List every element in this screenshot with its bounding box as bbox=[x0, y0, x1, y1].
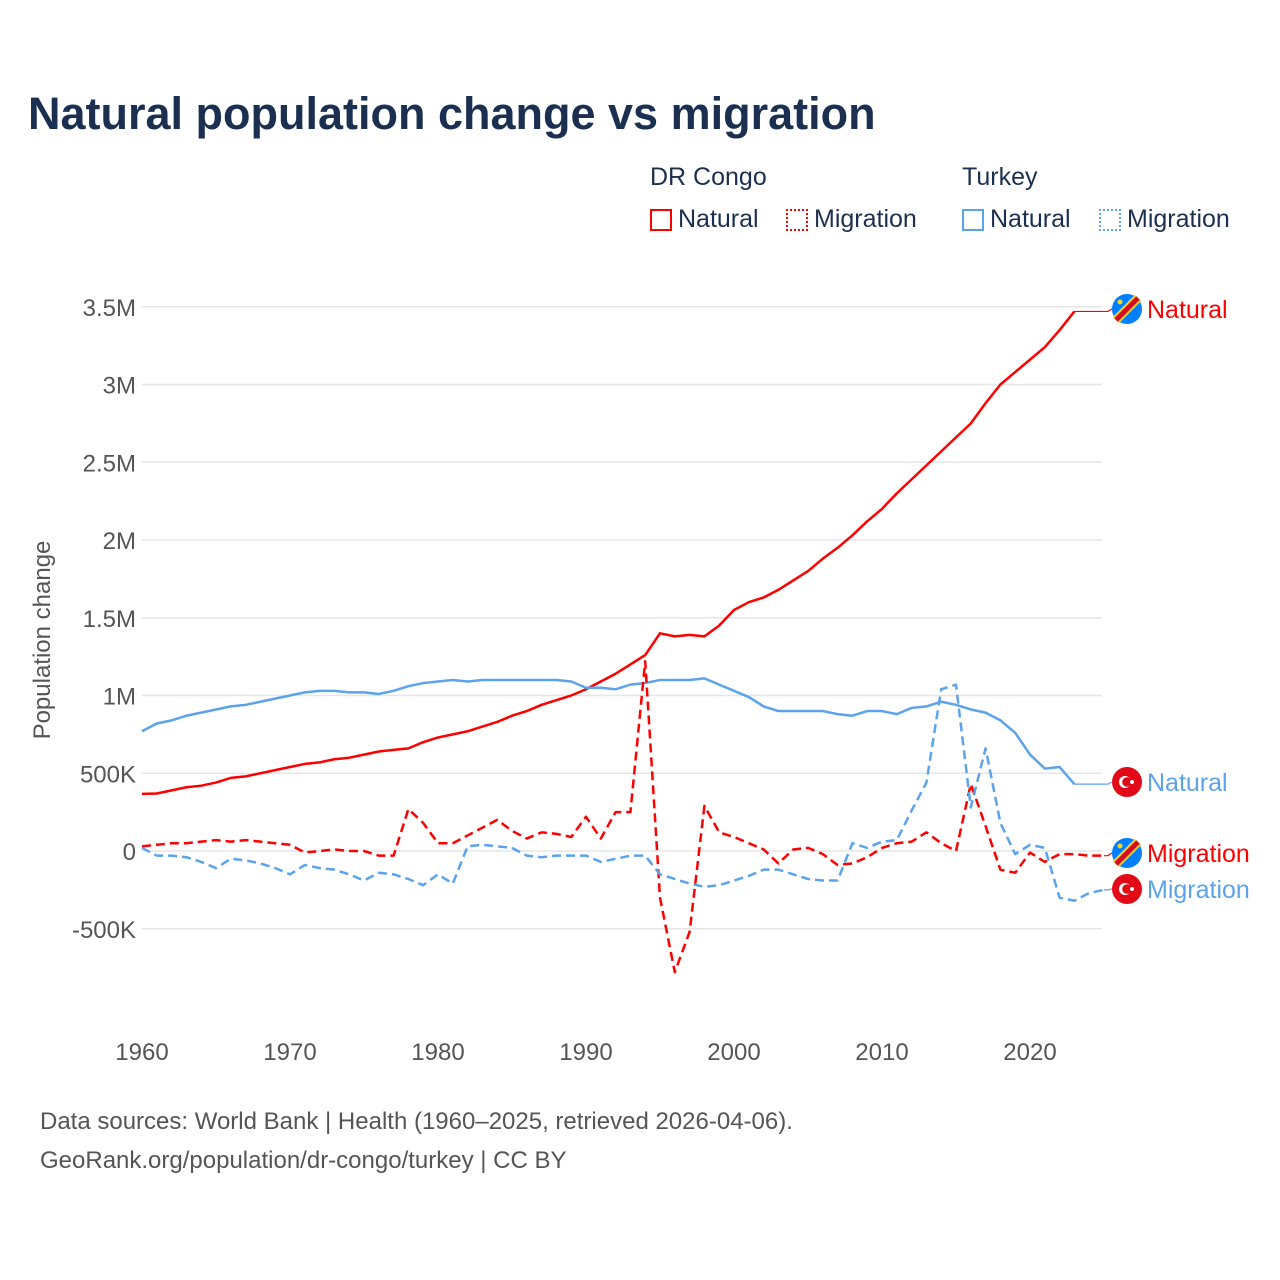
legend-item-drc-migration[interactable]: Migration bbox=[786, 205, 917, 234]
flag-star bbox=[1117, 299, 1123, 305]
y-axis-label: Population change bbox=[29, 541, 56, 740]
legend-swatch-dotted bbox=[1099, 208, 1121, 231]
y-tick-label: 500K bbox=[80, 761, 136, 788]
label-connector bbox=[1074, 308, 1113, 313]
y-tick-label: 0 bbox=[123, 839, 136, 866]
legend-swatch-dotted bbox=[786, 208, 808, 231]
flag-star bbox=[1130, 780, 1134, 784]
attribution-line: GeoRank.org/population/dr-congo/turkey |… bbox=[40, 1147, 567, 1174]
series-line-dr-congo-natural bbox=[141, 310, 1076, 796]
series-line-turkey-migration bbox=[141, 683, 1105, 903]
flag-star bbox=[1117, 843, 1123, 849]
series-line-turkey-natural bbox=[141, 677, 1076, 785]
series-end-label: Migration bbox=[1147, 840, 1250, 868]
series-end-label: Natural bbox=[1147, 296, 1228, 324]
label-connector bbox=[1104, 888, 1113, 891]
legend-label: Migration bbox=[814, 205, 917, 233]
x-tick-label: 1970 bbox=[263, 1039, 316, 1066]
legend-swatch-solid bbox=[650, 208, 672, 231]
label-connector bbox=[1074, 781, 1113, 785]
legend-group-dr-congo: DR Congo bbox=[650, 163, 767, 191]
x-tick-label: 2010 bbox=[855, 1039, 908, 1066]
y-tick-label: 1.5M bbox=[83, 606, 136, 633]
x-tick-label: 1980 bbox=[411, 1039, 464, 1066]
label-connector bbox=[1104, 852, 1113, 857]
legend-label: Migration bbox=[1127, 205, 1230, 233]
x-tick-label: 2000 bbox=[707, 1039, 760, 1066]
flag-crescent-cut bbox=[1122, 884, 1132, 894]
legend-swatch-solid bbox=[962, 208, 984, 231]
y-tick-label: 2M bbox=[103, 528, 136, 555]
legend-item-drc-natural[interactable]: Natural bbox=[650, 205, 759, 234]
flag-star bbox=[1130, 887, 1134, 891]
y-tick-label: 3M bbox=[103, 373, 136, 400]
flag-crescent-cut bbox=[1122, 777, 1132, 787]
y-tick-label: 1M bbox=[103, 684, 136, 711]
chart-title: Natural population change vs migration bbox=[28, 88, 876, 139]
source-line: Data sources: World Bank | Health (1960–… bbox=[40, 1108, 793, 1135]
x-tick-label: 2020 bbox=[1003, 1039, 1056, 1066]
y-tick-label: 2.5M bbox=[83, 450, 136, 477]
legend-item-turkey-natural[interactable]: Natural bbox=[962, 205, 1071, 234]
series-end-label: Migration bbox=[1147, 876, 1250, 904]
legend-label: Natural bbox=[990, 205, 1071, 233]
x-tick-label: 1990 bbox=[559, 1039, 612, 1066]
y-tick-label: 3.5M bbox=[83, 295, 136, 322]
x-tick-label: 1960 bbox=[115, 1039, 168, 1066]
legend-label: Natural bbox=[678, 205, 759, 233]
flag-stripe-red bbox=[1114, 840, 1140, 866]
series-end-label: Natural bbox=[1147, 769, 1228, 797]
series-line-dr-congo-migration bbox=[141, 660, 1104, 974]
legend-item-turkey-migration[interactable]: Migration bbox=[1099, 205, 1230, 234]
legend-group-turkey: Turkey bbox=[962, 163, 1038, 191]
flag-stripe-red bbox=[1114, 296, 1140, 322]
y-tick-label: -500K bbox=[72, 917, 136, 944]
